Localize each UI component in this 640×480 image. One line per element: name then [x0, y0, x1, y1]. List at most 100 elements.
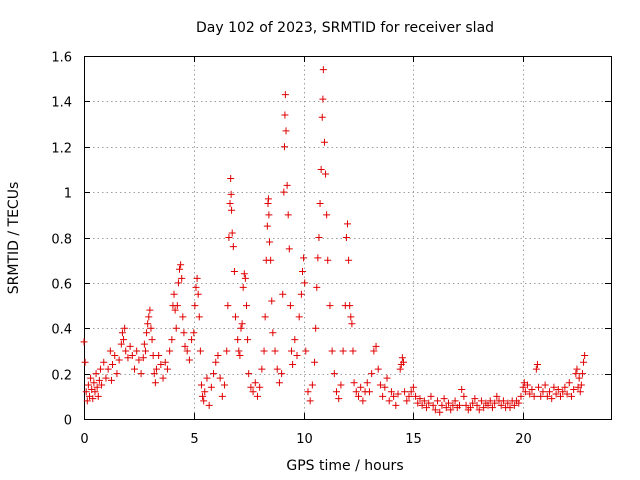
- data-point: [449, 401, 457, 409]
- data-point: [83, 397, 91, 405]
- data-point: [234, 336, 242, 344]
- data-point: [493, 392, 501, 400]
- data-point: [150, 370, 158, 378]
- data-point: [178, 274, 186, 282]
- data-point: [311, 358, 319, 366]
- data-point: [488, 404, 496, 412]
- data-point: [491, 399, 499, 407]
- data-point: [278, 370, 286, 378]
- data-point: [224, 302, 232, 310]
- data-point: [216, 374, 224, 382]
- data-point: [535, 383, 543, 391]
- data-point: [312, 324, 320, 332]
- data-point: [398, 354, 406, 362]
- data-point: [91, 388, 99, 396]
- data-point: [282, 127, 290, 135]
- x-axis-label: GPS time / hours: [286, 458, 403, 474]
- data-point: [374, 365, 382, 373]
- data-point: [541, 381, 549, 389]
- data-point: [90, 379, 98, 387]
- data-point: [177, 261, 185, 269]
- data-point: [320, 138, 328, 146]
- data-point: [145, 313, 153, 321]
- data-point: [201, 388, 209, 396]
- data-point: [247, 383, 255, 391]
- data-point: [429, 401, 437, 409]
- data-point: [319, 66, 327, 74]
- data-point: [225, 234, 233, 241]
- data-point: [291, 336, 299, 344]
- data-point: [236, 351, 244, 359]
- data-point: [261, 313, 269, 321]
- data-point: [104, 365, 112, 373]
- data-point: [462, 401, 470, 409]
- y-tick-label: 0.8: [51, 233, 72, 248]
- data-point: [166, 347, 174, 355]
- data-point: [519, 383, 527, 391]
- y-tick-label: 1.6: [51, 51, 72, 66]
- data-point: [504, 399, 512, 407]
- data-point: [273, 365, 281, 373]
- data-point: [288, 347, 296, 355]
- data-point: [146, 306, 154, 314]
- y-axis-label: SRMTID / TECUs: [6, 182, 22, 295]
- chart-title: Day 102 of 2023, SRMTID for receiver sla…: [196, 20, 494, 36]
- data-point: [442, 404, 450, 412]
- data-point: [124, 354, 132, 362]
- data-point: [293, 351, 301, 359]
- data-point: [526, 390, 534, 398]
- x-tick-label: 10: [296, 432, 313, 447]
- data-point: [238, 320, 246, 328]
- data-point: [506, 404, 514, 412]
- data-point: [212, 358, 220, 366]
- data-point: [131, 365, 139, 373]
- data-point: [577, 381, 585, 389]
- data-point: [280, 188, 288, 196]
- data-point: [532, 365, 540, 373]
- data-point: [537, 392, 545, 400]
- data-point: [240, 270, 248, 278]
- data-point: [281, 111, 289, 119]
- data-point: [163, 365, 171, 373]
- data-point: [180, 329, 188, 337]
- data-point: [106, 347, 114, 355]
- data-point: [151, 379, 159, 387]
- data-point: [414, 399, 422, 407]
- data-point: [232, 313, 240, 321]
- data-point: [185, 356, 193, 364]
- data-point: [330, 370, 338, 378]
- data-point: [554, 386, 562, 394]
- data-point: [126, 342, 134, 350]
- data-point: [159, 374, 167, 382]
- data-point: [98, 381, 106, 389]
- data-point: [524, 381, 532, 389]
- data-point: [434, 397, 442, 405]
- data-point: [271, 347, 279, 355]
- data-point: [199, 392, 207, 400]
- data-point: [190, 329, 198, 337]
- data-point: [205, 401, 213, 409]
- data-point: [143, 329, 151, 337]
- data-point: [328, 347, 336, 355]
- data-point: [144, 320, 152, 328]
- data-point: [179, 313, 187, 321]
- data-point: [405, 392, 413, 400]
- data-point: [517, 392, 525, 400]
- data-point: [315, 234, 323, 241]
- data-point: [260, 347, 268, 355]
- data-point: [157, 361, 165, 369]
- data-point: [392, 401, 400, 409]
- data-point: [387, 388, 395, 396]
- data-point: [239, 283, 247, 291]
- data-point: [475, 406, 483, 414]
- data-point: [241, 274, 249, 282]
- data-point: [427, 392, 435, 400]
- data-point: [559, 388, 567, 396]
- data-point: [357, 383, 365, 391]
- data-point: [308, 381, 316, 389]
- data-point: [581, 351, 589, 359]
- data-point: [390, 392, 398, 400]
- data-point: [407, 388, 415, 396]
- data-point: [249, 388, 257, 396]
- data-point: [284, 211, 292, 219]
